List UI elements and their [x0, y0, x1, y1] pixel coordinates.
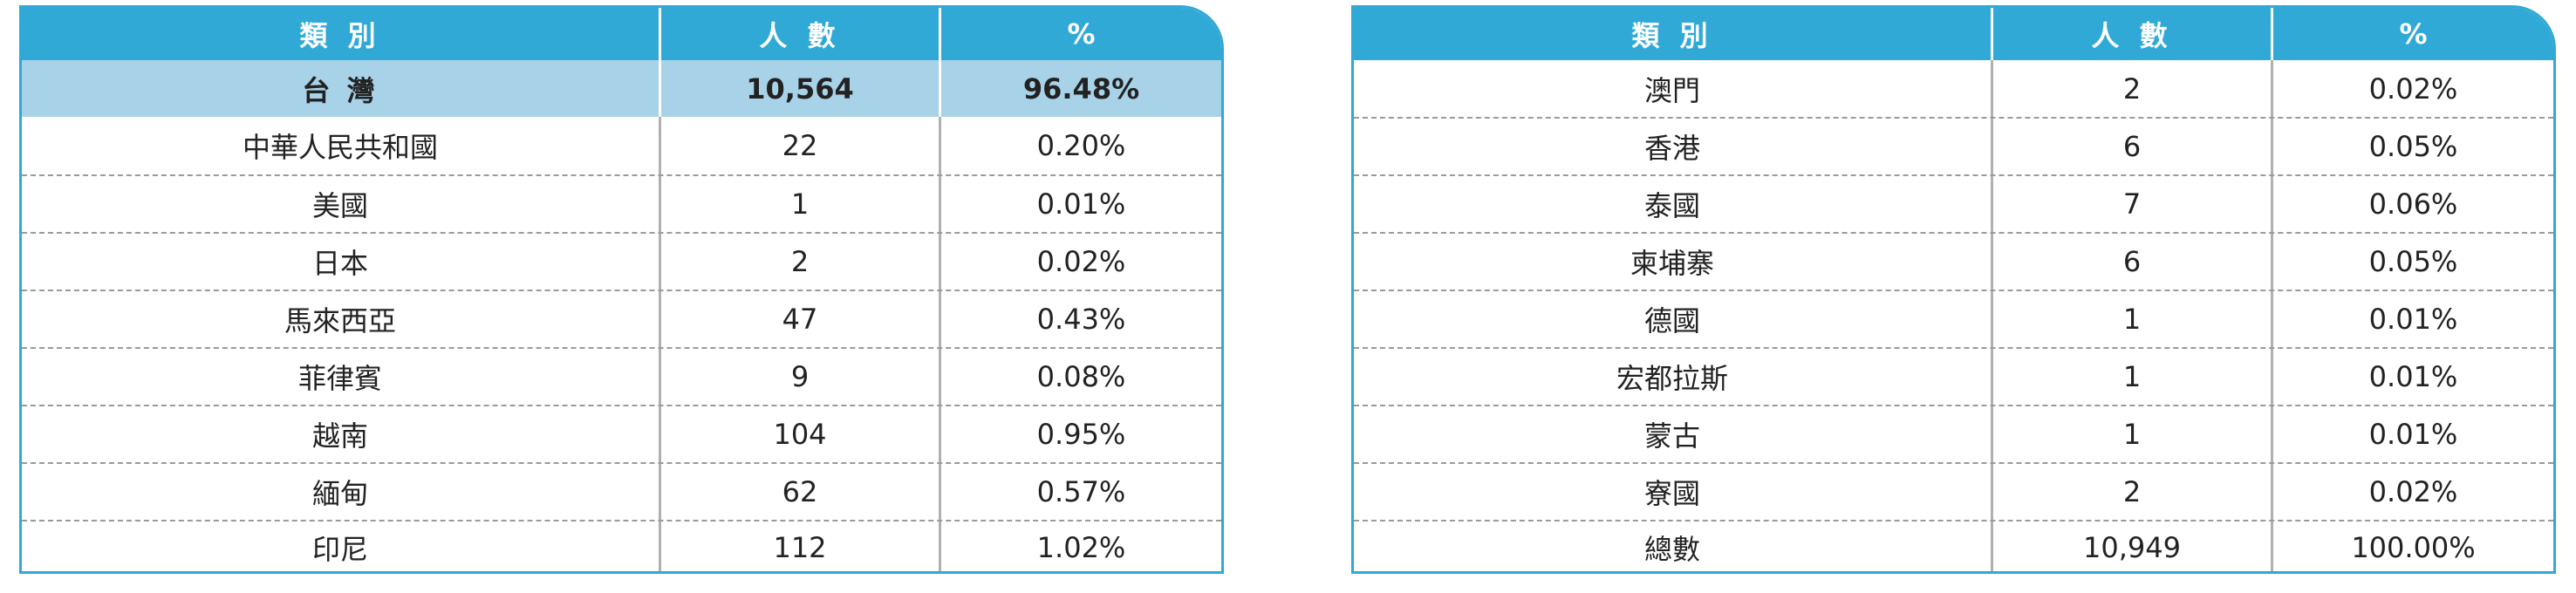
row-count: 2: [1993, 60, 2273, 117]
row-count: 62: [661, 464, 941, 520]
row-count: 10,564: [661, 60, 941, 117]
row-count: 7: [1993, 176, 2273, 232]
table-row: 宏都拉斯 1 0.01%: [1354, 347, 2553, 405]
row-percent: 0.20%: [1036, 129, 1126, 162]
row-count: 6: [1993, 234, 2273, 290]
row-count: 104: [661, 406, 941, 462]
row-category: 香港: [1354, 119, 1993, 174]
table-header: 類 別 人 數 %: [1354, 8, 2553, 60]
table-row: 柬埔寨 6 0.05%: [1354, 232, 2553, 290]
table-row: 菲律賓 9 0.08%: [22, 347, 1221, 405]
row-category: 澳門: [1354, 60, 1993, 117]
row-percent: 0.01%: [2368, 303, 2458, 336]
row-count: 22: [661, 117, 941, 174]
row-category: 寮國: [1354, 464, 1993, 520]
row-percent: 0.02%: [1036, 245, 1126, 278]
table-row: 馬來西亞 47 0.43%: [22, 290, 1221, 347]
row-category: 台 灣: [22, 60, 661, 117]
nationality-table-left: 類 別 人 數 % 台 灣 10,564 96.48% 中華人民共和國 22 0…: [19, 5, 1224, 574]
row-percent: 0.05%: [2368, 130, 2458, 163]
row-percent: 0.43%: [1036, 303, 1126, 336]
header-count: 人 數: [1993, 8, 2273, 60]
row-percent: 0.08%: [1036, 360, 1126, 393]
row-category: 緬甸: [22, 464, 661, 520]
table-row: 香港 6 0.05%: [1354, 117, 2553, 174]
row-count: 1: [1993, 349, 2273, 405]
row-count: 10,949: [1993, 521, 2273, 571]
table-row: 泰國 7 0.06%: [1354, 174, 2553, 232]
header-category: 類 別: [1354, 8, 1993, 60]
row-category: 蒙古: [1354, 406, 1993, 462]
row-category: 馬來西亞: [22, 291, 661, 347]
row-count: 1: [1993, 406, 2273, 462]
table-row: 總數 10,949 100.00%: [1354, 520, 2553, 571]
row-category: 菲律賓: [22, 349, 661, 405]
table-header: 類 別 人 數 %: [22, 8, 1221, 60]
row-count: 1: [1993, 291, 2273, 347]
header-percent: %: [1067, 17, 1096, 51]
row-category: 中華人民共和國: [22, 117, 661, 174]
table-row: 日本 2 0.02%: [22, 232, 1221, 290]
row-count: 9: [661, 349, 941, 405]
table-row: 美國 1 0.01%: [22, 174, 1221, 232]
row-percent: 0.01%: [2368, 418, 2458, 451]
row-count: 2: [661, 234, 941, 290]
header-percent: %: [2399, 17, 2428, 51]
row-percent: 0.02%: [2368, 72, 2458, 106]
row-percent: 0.01%: [1036, 187, 1126, 221]
row-category: 柬埔寨: [1354, 234, 1993, 290]
row-category: 泰國: [1354, 176, 1993, 232]
row-category: 宏都拉斯: [1354, 349, 1993, 405]
row-count: 2: [1993, 464, 2273, 520]
row-count: 47: [661, 291, 941, 347]
row-percent: 0.57%: [1036, 475, 1126, 508]
row-count: 6: [1993, 119, 2273, 174]
row-percent: 1.02%: [1036, 531, 1126, 564]
row-percent: 96.48%: [1022, 72, 1140, 106]
row-percent: 0.01%: [2368, 360, 2458, 393]
table-row: 寮國 2 0.02%: [1354, 462, 2553, 520]
row-percent: 0.06%: [2368, 187, 2458, 221]
row-percent: 0.02%: [2368, 475, 2458, 508]
row-category: 美國: [22, 176, 661, 232]
row-percent: 0.05%: [2368, 245, 2458, 278]
table-row: 印尼 112 1.02%: [22, 520, 1221, 571]
row-category: 印尼: [22, 521, 661, 571]
table-row: 緬甸 62 0.57%: [22, 462, 1221, 520]
table-row: 蒙古 1 0.01%: [1354, 405, 2553, 462]
nationality-table-right: 類 別 人 數 % 澳門 2 0.02% 香港 6 0.05% 泰國 7 0.0…: [1351, 5, 2556, 574]
row-category: 總數: [1354, 521, 1993, 571]
row-percent: 0.95%: [1036, 418, 1126, 451]
row-count: 112: [661, 521, 941, 571]
header-count: 人 數: [661, 8, 941, 60]
table-row: 澳門 2 0.02%: [1354, 60, 2553, 117]
table-row: 中華人民共和國 22 0.20%: [22, 117, 1221, 174]
table-row: 台 灣 10,564 96.48%: [22, 60, 1221, 117]
row-category: 日本: [22, 234, 661, 290]
row-category: 越南: [22, 406, 661, 462]
table-row: 越南 104 0.95%: [22, 405, 1221, 462]
row-count: 1: [661, 176, 941, 232]
header-category: 類 別: [22, 8, 661, 60]
row-percent: 100.00%: [2351, 531, 2476, 564]
table-row: 德國 1 0.01%: [1354, 290, 2553, 347]
row-category: 德國: [1354, 291, 1993, 347]
